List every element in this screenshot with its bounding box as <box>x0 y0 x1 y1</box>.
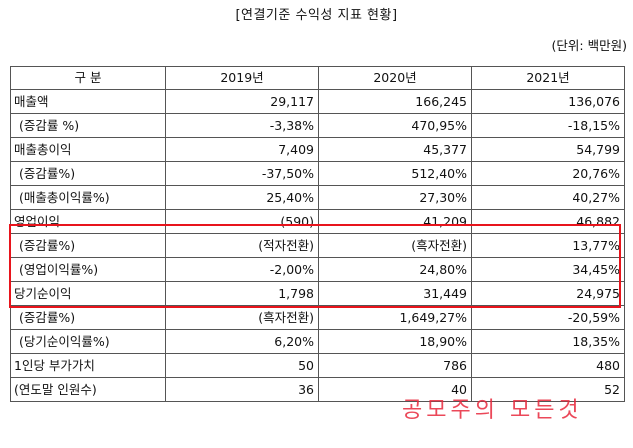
cell-value: 45,377 <box>318 137 472 162</box>
cell-value: -2,00% <box>165 257 319 282</box>
row-label: 영업이익 <box>10 209 166 234</box>
row-label: (당기순이익률%) <box>10 329 166 354</box>
table-title: [연결기준 수익성 지표 현황] <box>235 8 398 23</box>
cell-value: 470,95% <box>318 113 472 138</box>
cell-value: 136,076 <box>471 89 625 114</box>
header-category: 구 분 <box>10 66 166 90</box>
cell-value: 29,117 <box>165 89 319 114</box>
row-label: (증감률%) <box>10 305 166 330</box>
cell-value: 52 <box>471 377 625 402</box>
cell-value: 13,77% <box>471 233 625 258</box>
header-2019: 2019년 <box>165 66 319 90</box>
table-row: (증감률%) -37,50% 512,40% 20,76% <box>10 161 625 186</box>
table-row: 매출액 29,117 166,245 136,076 <box>10 89 625 114</box>
cell-value: 24,80% <box>318 257 472 282</box>
header-2020: 2020년 <box>318 66 472 90</box>
watermark-text: 공모주의 모든것 <box>402 398 583 423</box>
row-label: 당기순이익 <box>10 281 166 306</box>
cell-value: 1,649,27% <box>318 305 472 330</box>
cell-value: 54,799 <box>471 137 625 162</box>
cell-value: 1,798 <box>165 281 319 306</box>
cell-value: 50 <box>165 353 319 378</box>
row-label: (증감률%) <box>10 161 166 186</box>
cell-value: -3,38% <box>165 113 319 138</box>
cell-value: (590) <box>165 209 319 234</box>
table-row: (증감률 %) -3,38% 470,95% -18,15% <box>10 113 625 138</box>
cell-value: 7,409 <box>165 137 319 162</box>
row-label: (증감률%) <box>10 233 166 258</box>
table-body: 매출액 29,117 166,245 136,076 (증감률 %) -3,38% 470,… <box>10 89 625 402</box>
row-label: (영업이익률%) <box>10 257 166 282</box>
cell-value: (흑자전환) <box>318 233 472 258</box>
cell-value: 786 <box>318 353 472 378</box>
table-row: 당기순이익 1,798 31,449 24,975 <box>10 281 625 306</box>
table-row: 1인당 부가가치 50 786 480 <box>10 353 625 378</box>
header-2021: 2021년 <box>471 66 625 90</box>
cell-value: 27,30% <box>318 185 472 210</box>
row-label: (연도말 인원수) <box>10 377 166 402</box>
cell-value: 34,45% <box>471 257 625 282</box>
cell-value: -37,50% <box>165 161 319 186</box>
table-row: (증감률%) (흑자전환) 1,649,27% -20,59% <box>10 305 625 330</box>
table-row: (매출총이익률%) 25,40% 27,30% 40,27% <box>10 185 625 210</box>
cell-value: 24,975 <box>471 281 625 306</box>
cell-value: 46,882 <box>471 209 625 234</box>
cell-value: 20,76% <box>471 161 625 186</box>
cell-value: 25,40% <box>165 185 319 210</box>
row-label: 매출액 <box>10 89 166 114</box>
table-row: (영업이익률%) -2,00% 24,80% 34,45% <box>10 257 625 282</box>
table-row: (증감률%) (적자전환) (흑자전환) 13,77% <box>10 233 625 258</box>
cell-value: 512,40% <box>318 161 472 186</box>
cell-value: 480 <box>471 353 625 378</box>
cell-value: -20,59% <box>471 305 625 330</box>
cell-value: 36 <box>165 377 319 402</box>
row-label: 1인당 부가가치 <box>10 353 166 378</box>
cell-value: (적자전환) <box>165 233 319 258</box>
cell-value: 31,449 <box>318 281 472 306</box>
table-row: (연도말 인원수) 36 40 52 <box>10 377 625 402</box>
row-label: (매출총이익률%) <box>10 185 166 210</box>
unit-label: (단위: 백만원) <box>551 38 627 53</box>
cell-value: (흑자전환) <box>165 305 319 330</box>
table-row: 영업이익 (590) 41,209 46,882 <box>10 209 625 234</box>
row-label: (증감률 %) <box>10 113 166 138</box>
cell-value: 40,27% <box>471 185 625 210</box>
cell-value: 18,35% <box>471 329 625 354</box>
cell-value: 6,20% <box>165 329 319 354</box>
cell-value: 166,245 <box>318 89 472 114</box>
row-label: 매출총이익 <box>10 137 166 162</box>
table-row: (당기순이익률%) 6,20% 18,90% 18,35% <box>10 329 625 354</box>
profitability-table: 구 분 2019년 2020년 2021년 매출액 29,117 166,245 13… <box>10 66 625 402</box>
cell-value: 41,209 <box>318 209 472 234</box>
cell-value: 18,90% <box>318 329 472 354</box>
cell-value: -18,15% <box>471 113 625 138</box>
table-row: 매출총이익 7,409 45,377 54,799 <box>10 137 625 162</box>
header-row: 구 분 2019년 2020년 2021년 <box>10 66 625 90</box>
